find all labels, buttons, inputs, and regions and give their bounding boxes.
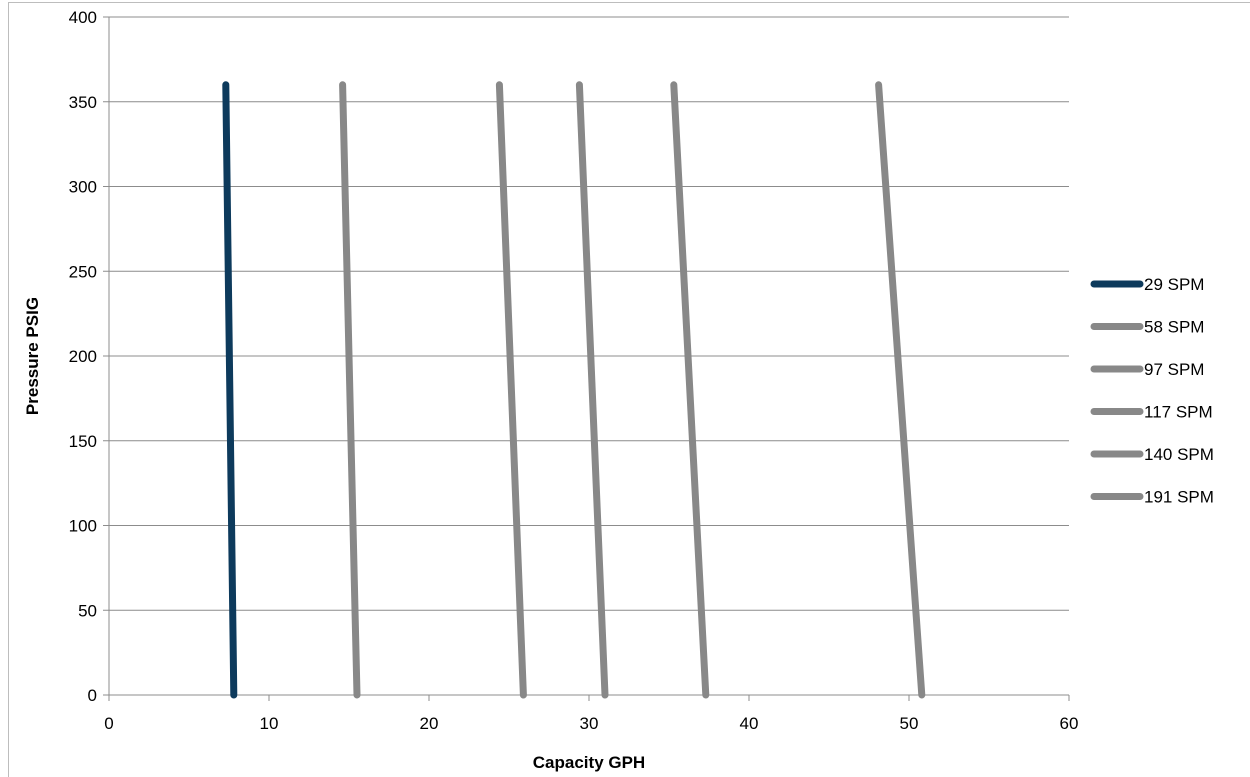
y-tick-label: 150 <box>69 432 97 451</box>
legend-label: 117 SPM <box>1144 403 1213 422</box>
y-tick-label: 0 <box>88 686 97 705</box>
x-tick-label: 10 <box>260 714 279 733</box>
legend-label: 191 SPM <box>1144 488 1214 507</box>
series-line <box>222 81 238 699</box>
x-tick-label: 0 <box>104 714 113 733</box>
y-tick-label: 400 <box>69 8 97 27</box>
x-tick-label: 40 <box>740 714 759 733</box>
y-tick-label: 200 <box>69 347 97 366</box>
series-line <box>495 81 527 699</box>
y-tick-label: 350 <box>69 93 97 112</box>
y-tick-label: 300 <box>69 178 97 197</box>
series-line <box>670 81 710 699</box>
series-lines <box>222 81 926 699</box>
series-line <box>875 81 926 699</box>
legend: 29 SPM 58 SPM 97 SPM 117 SPM 140 SPM 191 SPM <box>1090 275 1214 507</box>
y-tick-label: 250 <box>69 262 97 281</box>
x-tick-label: 50 <box>900 714 919 733</box>
series-line <box>575 81 609 699</box>
x-tick-label: 30 <box>580 714 599 733</box>
x-tick-label: 60 <box>1060 714 1079 733</box>
legend-label: 140 SPM <box>1144 445 1214 464</box>
series-line <box>339 81 361 699</box>
legend-label: 58 SPM <box>1144 318 1204 337</box>
legend-label: 97 SPM <box>1144 360 1204 379</box>
x-tick-label: 20 <box>420 714 439 733</box>
y-tick-label: 50 <box>78 601 97 620</box>
x-axis-title: Capacity GPH <box>533 753 645 772</box>
chart-frame <box>8 2 1250 777</box>
legend-label: 29 SPM <box>1144 275 1204 294</box>
axes: 0 50 100 150 200 250 300 350 400 0 10 20 30 40 50 60 <box>69 8 1079 733</box>
y-tick-label: 100 <box>69 517 97 536</box>
y-axis-title: Pressure PSIG <box>23 297 42 415</box>
